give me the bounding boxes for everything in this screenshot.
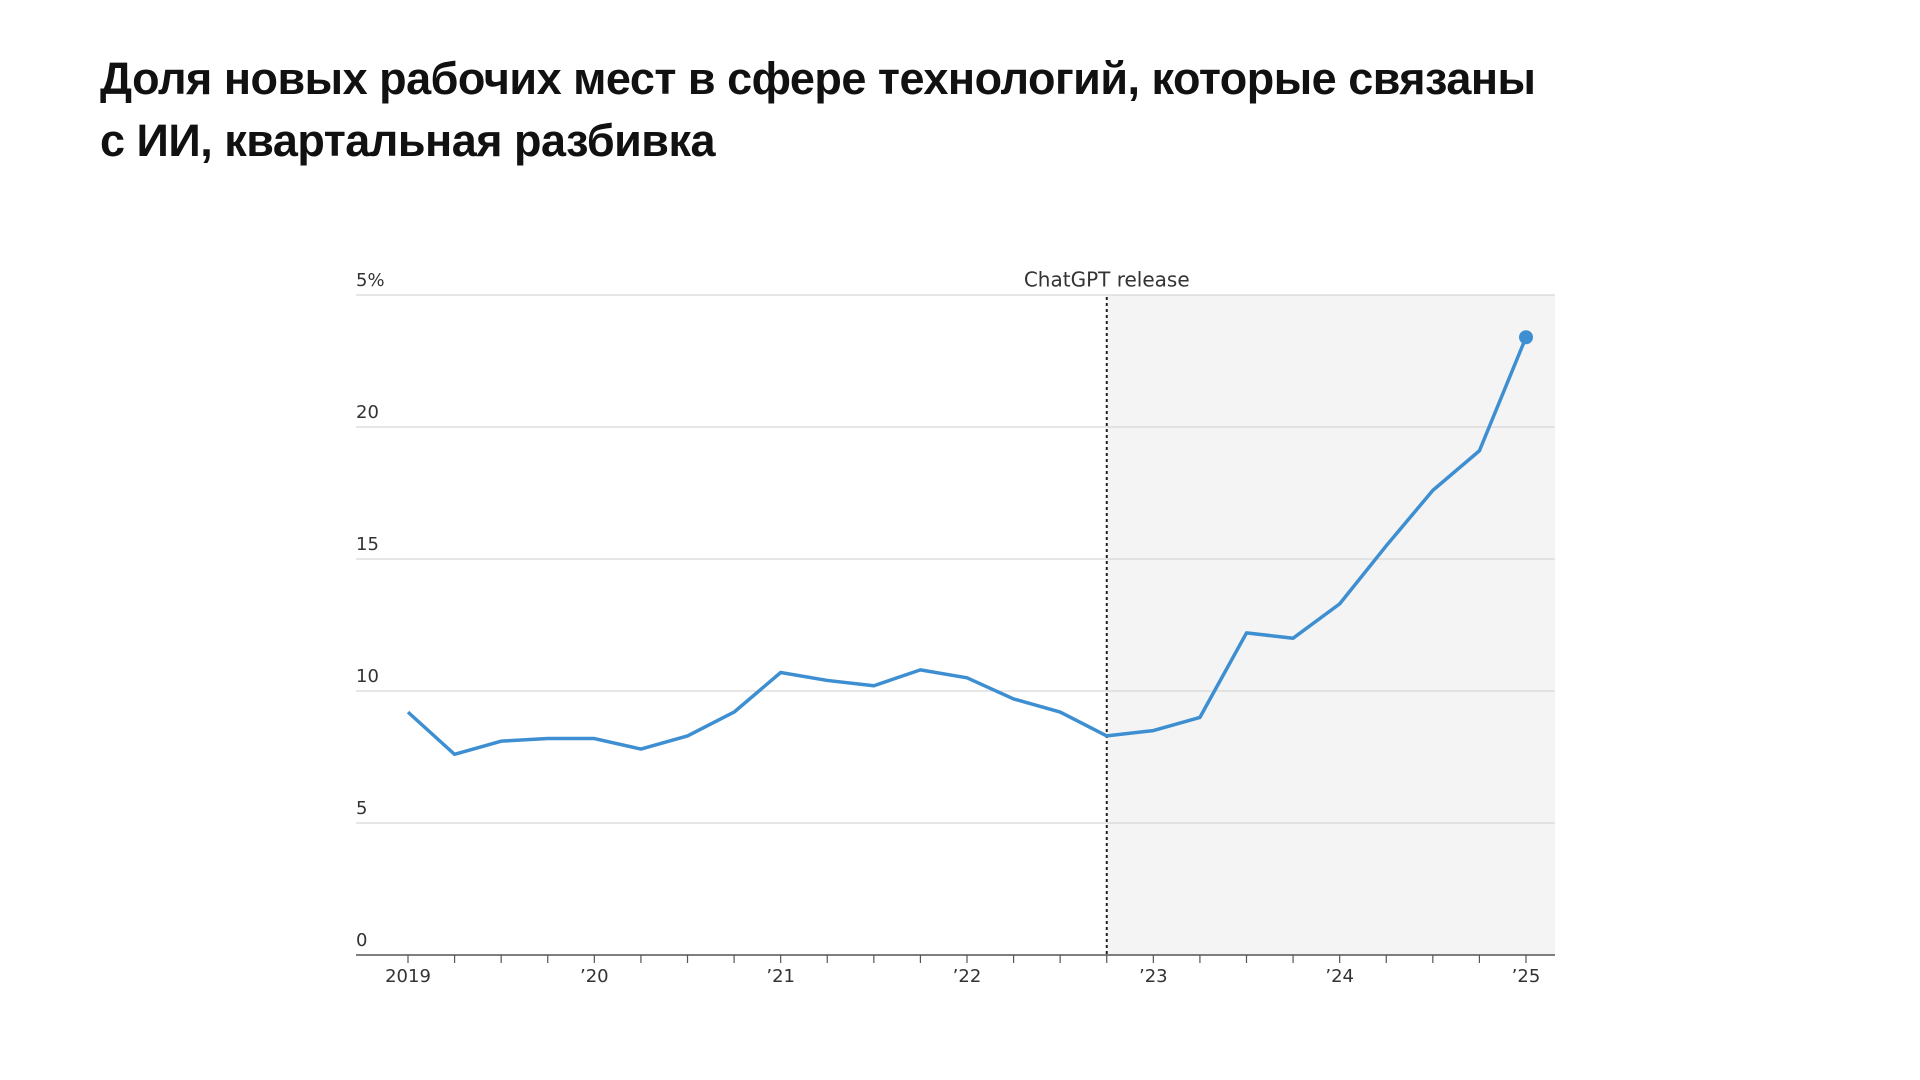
- x-tick-label: ’25: [1512, 966, 1541, 987]
- annotation-label: ChatGPT release: [1024, 268, 1190, 292]
- chart-title: Доля новых рабочих мест в сфере технолог…: [100, 53, 1536, 166]
- x-tick-label: ’20: [580, 966, 609, 987]
- x-tick-label: ’24: [1325, 966, 1354, 987]
- x-tick-label: ’22: [953, 966, 982, 987]
- y-tick-label: 20: [356, 402, 379, 423]
- end-point: [1519, 330, 1533, 345]
- y-tick-label: 10: [356, 666, 379, 687]
- x-tick-label: ’23: [1139, 966, 1168, 987]
- line-series: [406, 336, 1528, 757]
- y-tick-label: 5%: [356, 270, 385, 291]
- y-tick-label: 0: [356, 930, 367, 951]
- x-tick-label: 2019: [385, 966, 431, 987]
- y-tick-label: 5: [356, 798, 367, 819]
- x-tick-label: ’21: [766, 966, 795, 987]
- y-tick-label: 15: [356, 534, 379, 555]
- shaded-region: [1106, 295, 1555, 955]
